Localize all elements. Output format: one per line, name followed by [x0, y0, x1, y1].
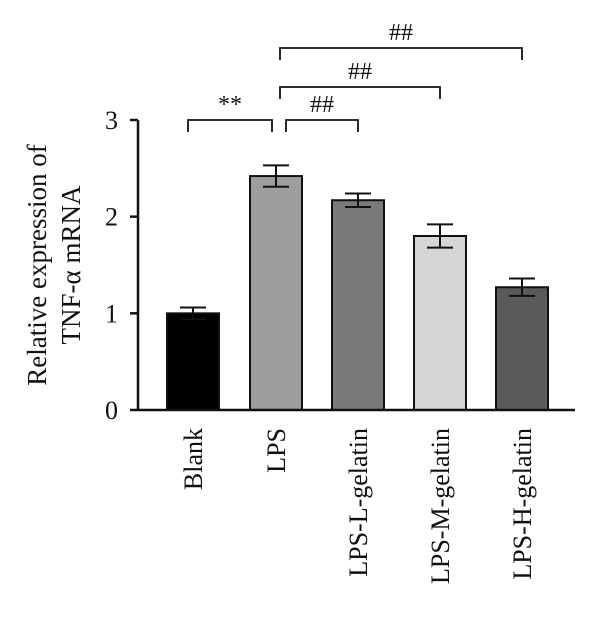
significance-bracket [187, 119, 273, 132]
significance-bracket [279, 86, 441, 99]
bar-lps-h-gelatin [495, 286, 549, 412]
bar-lps-m-gelatin [413, 235, 467, 411]
y-axis-ticks: 0 1 2 3 [105, 106, 138, 425]
y-tick-label: 2 [105, 203, 118, 232]
significance-bracket [279, 47, 523, 60]
x-category-label: LPS-M-gelatin [426, 428, 455, 584]
y-axis-title: Relative expression of TNF-α mRNA [22, 144, 86, 385]
y-tick-label: 1 [105, 299, 118, 328]
bars [166, 175, 549, 412]
bar-lps [249, 175, 303, 411]
y-axis-title-line-1: Relative expression of [22, 144, 52, 385]
significance-label: ## [348, 59, 372, 85]
significance-label: ## [389, 20, 413, 46]
significance-bracket [285, 119, 359, 132]
x-category-label: Blank [179, 428, 208, 490]
x-category-label: LPS [262, 428, 291, 473]
x-category-label: LPS-L-gelatin [344, 428, 373, 577]
x-axis-category-labels: Blank LPS LPS-L-gelatin LPS-M-gelatin LPS-H-… [179, 428, 537, 584]
significance-label: ## [310, 92, 334, 118]
y-tick-label: 0 [105, 396, 118, 425]
bar-lps-l-gelatin [331, 199, 385, 411]
axes [136, 120, 575, 412]
y-tick-label: 3 [105, 106, 118, 135]
significance-label: ** [218, 92, 242, 118]
bar-blank [166, 312, 220, 412]
error-bars [180, 164, 535, 321]
y-axis-title-line-2: TNF-α mRNA [56, 185, 86, 344]
significance-brackets: ** ## ## ## [187, 20, 523, 132]
x-category-label: LPS-H-gelatin [508, 428, 537, 580]
